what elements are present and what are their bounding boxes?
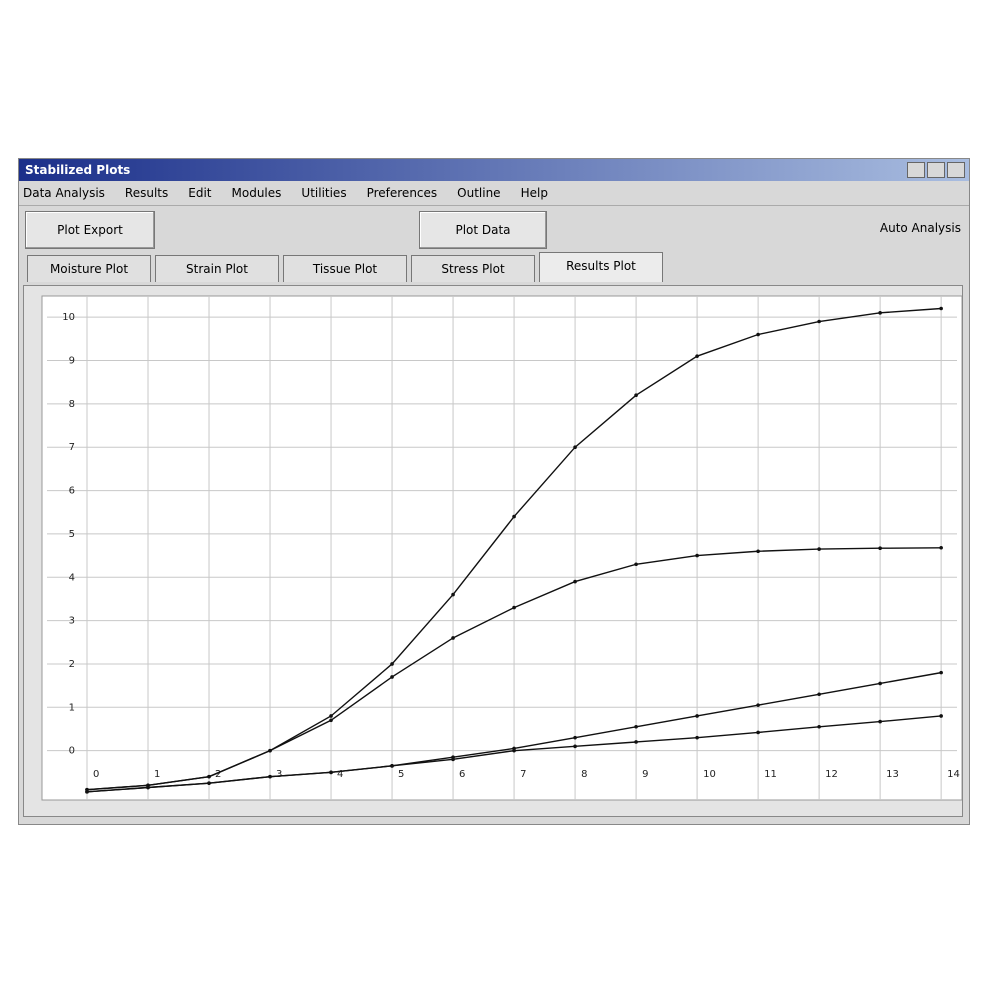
data-point <box>573 744 577 749</box>
data-point <box>939 545 943 550</box>
data-point <box>939 306 943 311</box>
data-point <box>756 332 760 337</box>
window-title: Stabilized Plots <box>25 163 131 177</box>
x-tick-label: 0 <box>93 769 99 780</box>
data-point <box>817 319 821 324</box>
x-tick-label: 9 <box>642 769 648 780</box>
data-point <box>878 681 882 686</box>
data-point <box>817 725 821 729</box>
tab[interactable]: Stress Plot <box>411 255 535 282</box>
data-point <box>390 662 394 666</box>
app-window: Stabilized Plots Data Analysis Results Edi… <box>18 158 970 825</box>
data-point <box>634 740 638 744</box>
menu-item[interactable]: Results <box>124 186 169 200</box>
x-tick-label: 12 <box>825 769 838 780</box>
y-tick-label: 3 <box>69 616 75 627</box>
menu-item[interactable]: Outline <box>457 186 501 200</box>
y-tick-label: 5 <box>69 529 75 540</box>
title-bar: Stabilized Plots <box>19 159 969 181</box>
data-point <box>512 748 516 753</box>
data-point <box>146 785 150 790</box>
data-point <box>756 549 760 554</box>
data-point <box>756 730 760 735</box>
tab[interactable]: Tissue Plot <box>283 255 407 282</box>
data-point <box>268 774 272 779</box>
x-tick-label: 5 <box>398 769 404 780</box>
data-point <box>878 311 882 315</box>
y-tick-label: 0 <box>69 746 75 757</box>
menu-item[interactable]: Preferences <box>366 186 438 200</box>
tab[interactable]: Moisture Plot <box>27 255 151 282</box>
menu-item[interactable]: Utilities <box>301 186 347 200</box>
maximize-button[interactable] <box>927 162 945 178</box>
y-tick-label: 10 <box>62 312 75 323</box>
data-point <box>85 790 89 794</box>
data-point <box>878 719 882 724</box>
minimize-button[interactable] <box>907 162 925 178</box>
y-tick-label: 9 <box>69 356 75 367</box>
data-point <box>939 670 943 675</box>
data-point <box>512 605 516 610</box>
tab[interactable]: Strain Plot <box>155 255 279 282</box>
data-point <box>634 725 638 729</box>
data-point <box>817 547 821 551</box>
data-point <box>634 562 638 567</box>
data-point <box>817 692 821 697</box>
data-point <box>329 718 333 723</box>
data-point <box>329 770 333 775</box>
x-tick-label: 13 <box>886 769 899 780</box>
data-point <box>695 735 699 740</box>
data-point <box>268 748 272 753</box>
x-tick-label: 4 <box>337 769 343 780</box>
menu-bar: Data Analysis Results Edit Modules Utilities… <box>19 181 969 206</box>
tab-strip: Moisture Plot Strain Plot Tissue Plot Stres… <box>27 252 663 282</box>
data-point <box>451 592 455 597</box>
button[interactable]: Plot Data <box>419 211 547 249</box>
x-tick-label: 11 <box>764 769 777 780</box>
data-point <box>573 735 577 740</box>
menu-item[interactable]: Data Analysis <box>23 186 105 200</box>
data-point <box>329 714 333 718</box>
y-tick-label: 6 <box>69 486 75 497</box>
x-tick-label: 8 <box>581 769 587 780</box>
status-text: Auto Analysis <box>879 221 961 235</box>
chart-panel: 0 1 2 3 4 5 6 7 8 9 10 0 1 2 3 4 5 6 7 8 9 10 11 12 13 14 <box>23 285 963 817</box>
data-point <box>573 445 577 450</box>
y-tick-label: 7 <box>69 442 75 453</box>
plot-area <box>41 295 963 801</box>
data-point <box>390 764 394 768</box>
x-tick-label: 2 <box>215 769 221 780</box>
menu-item[interactable]: Modules <box>231 186 282 200</box>
data-point <box>512 514 516 519</box>
data-point <box>756 703 760 707</box>
data-point <box>695 553 699 558</box>
menu-item[interactable]: Edit <box>188 186 212 200</box>
close-button[interactable] <box>947 162 965 178</box>
data-point <box>207 774 211 779</box>
button[interactable]: Plot Export <box>25 211 155 249</box>
y-tick-label: 2 <box>69 659 75 670</box>
data-point <box>878 546 882 551</box>
data-point <box>939 714 943 718</box>
data-point <box>695 714 699 718</box>
y-tick-label: 8 <box>69 399 75 410</box>
data-point <box>451 636 455 640</box>
data-point <box>634 393 638 397</box>
x-tick-label: 3 <box>276 769 282 780</box>
data-point <box>451 757 455 762</box>
y-tick-label: 4 <box>69 572 75 583</box>
x-tick-label: 14 <box>947 769 960 780</box>
y-tick-label: 1 <box>69 702 75 713</box>
tab[interactable]: Results Plot <box>539 252 663 282</box>
menu-item[interactable]: Help <box>520 186 548 200</box>
data-point <box>695 354 699 358</box>
data-point <box>207 781 211 785</box>
x-tick-label: 1 <box>154 769 160 780</box>
data-point <box>573 579 577 584</box>
x-tick-label: 6 <box>459 769 465 780</box>
x-tick-label: 10 <box>703 769 716 780</box>
x-tick-label: 7 <box>520 769 526 780</box>
data-point <box>390 675 394 679</box>
